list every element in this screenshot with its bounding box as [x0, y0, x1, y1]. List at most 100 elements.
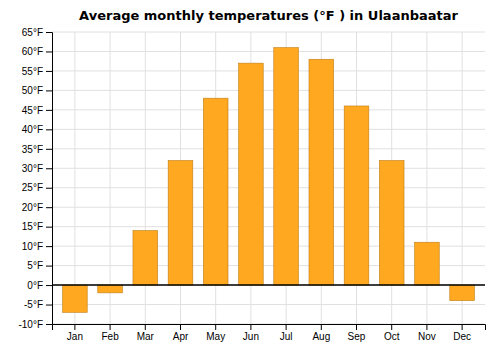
x-tick-label: Feb	[101, 331, 119, 342]
y-tick-mark	[46, 129, 52, 130]
x-tick: Mar	[137, 324, 155, 342]
y-tick: 25°F	[22, 182, 52, 193]
y-tick: -10°F	[18, 319, 52, 330]
x-axis-line	[53, 325, 486, 331]
y-grid-line	[52, 90, 485, 91]
y-tick-label: -5°F	[24, 299, 43, 310]
x-tick-label: May	[206, 331, 225, 342]
x-tick: Aug	[312, 324, 330, 342]
x-tick-label: Jul	[280, 331, 293, 342]
y-axis-line	[46, 33, 53, 325]
y-grid-line	[52, 304, 485, 305]
x-tick-label: Apr	[173, 331, 189, 342]
y-tick-mark	[46, 266, 52, 267]
x-tick-mark	[356, 324, 357, 330]
y-tick-label: 50°F	[22, 85, 43, 96]
y-tick-label: 60°F	[22, 46, 43, 57]
bar	[239, 63, 264, 285]
x-tick-label: Oct	[384, 331, 400, 342]
x-tick-label: Dec	[453, 331, 471, 342]
y-tick-mark	[46, 227, 52, 228]
y-axis: -10°F-5°F0°F5°F10°F15°F20°F25°F30°F35°F4…	[18, 27, 52, 330]
y-tick: 30°F	[22, 163, 52, 174]
x-tick-mark	[180, 324, 181, 330]
y-tick-mark	[46, 32, 52, 33]
y-tick-label: 25°F	[22, 182, 43, 193]
x-tick-mark	[74, 324, 75, 330]
bar	[203, 98, 228, 285]
x-tick: Jul	[280, 324, 293, 342]
y-tick-mark	[46, 305, 52, 306]
x-tick: Nov	[418, 324, 436, 342]
y-tick-label: 35°F	[22, 144, 43, 155]
bar	[450, 285, 475, 301]
chart: JanFebMarAprMayJunJulAugSepOctNovDec-10°…	[0, 0, 500, 350]
y-tick-mark	[46, 285, 52, 286]
y-tick: 0°F	[27, 280, 52, 291]
y-tick-mark	[46, 90, 52, 91]
y-grid-line	[52, 109, 485, 110]
y-tick: 15°F	[22, 221, 52, 232]
x-grid-line	[74, 32, 75, 324]
bar	[63, 285, 88, 312]
x-tick: Jun	[243, 324, 259, 342]
y-tick-mark	[46, 149, 52, 150]
x-tick-mark	[215, 324, 216, 330]
y-tick-mark	[46, 51, 52, 52]
y-tick: -5°F	[24, 299, 52, 310]
bars	[63, 48, 475, 313]
y-tick-label: 55°F	[22, 66, 43, 77]
y-tick: 5°F	[27, 260, 52, 271]
title: Average monthly temperatures (°F ) in Ul…	[79, 8, 458, 23]
x-tick-mark	[250, 324, 251, 330]
y-grid-line	[52, 129, 485, 130]
x-tick: Jan	[67, 324, 83, 342]
x-tick-mark	[462, 324, 463, 330]
y-tick-mark	[46, 71, 52, 72]
y-tick-label: 40°F	[22, 124, 43, 135]
x-tick: Oct	[384, 324, 400, 342]
y-grid-line	[52, 51, 485, 52]
grid	[52, 32, 485, 324]
y-tick: 60°F	[22, 46, 52, 57]
y-tick-mark	[46, 324, 52, 325]
y-tick: 40°F	[22, 124, 52, 135]
bar	[379, 160, 404, 285]
y-tick-label: 20°F	[22, 202, 43, 213]
bar	[168, 160, 193, 285]
zero-line	[52, 284, 485, 286]
y-grid-line	[52, 168, 485, 169]
y-grid-line	[52, 32, 485, 33]
x-axis: JanFebMarAprMayJunJulAugSepOctNovDec	[53, 324, 486, 342]
y-tick-mark	[46, 168, 52, 169]
y-grid-line	[52, 207, 485, 208]
y-tick-mark	[46, 110, 52, 111]
x-tick-label: Aug	[312, 331, 330, 342]
y-tick: 45°F	[22, 105, 52, 116]
y-tick-label: 5°F	[27, 260, 43, 271]
y-tick-mark	[46, 246, 52, 247]
y-grid-line	[52, 226, 485, 227]
y-tick-label: 65°F	[22, 27, 43, 38]
bar	[309, 59, 334, 285]
bar	[415, 242, 440, 285]
y-tick-label: 45°F	[22, 105, 43, 116]
x-tick: May	[206, 324, 225, 342]
y-tick-label: 0°F	[27, 280, 43, 291]
x-tick-mark	[145, 324, 146, 330]
y-grid-line	[52, 148, 485, 149]
x-tick-mark	[321, 324, 322, 330]
x-tick-mark	[426, 324, 427, 330]
x-tick-mark	[391, 324, 392, 330]
y-grid-line	[52, 70, 485, 71]
y-tick: 20°F	[22, 202, 52, 213]
bar	[98, 285, 123, 293]
y-tick-label: 30°F	[22, 163, 43, 174]
x-tick-label: Jun	[243, 331, 259, 342]
x-tick-label: Jan	[67, 331, 83, 342]
y-grid-line	[52, 187, 485, 188]
y-grid-line	[52, 285, 485, 286]
x-tick: Apr	[173, 324, 189, 342]
y-tick-mark	[46, 188, 52, 189]
y-tick: 50°F	[22, 85, 52, 96]
